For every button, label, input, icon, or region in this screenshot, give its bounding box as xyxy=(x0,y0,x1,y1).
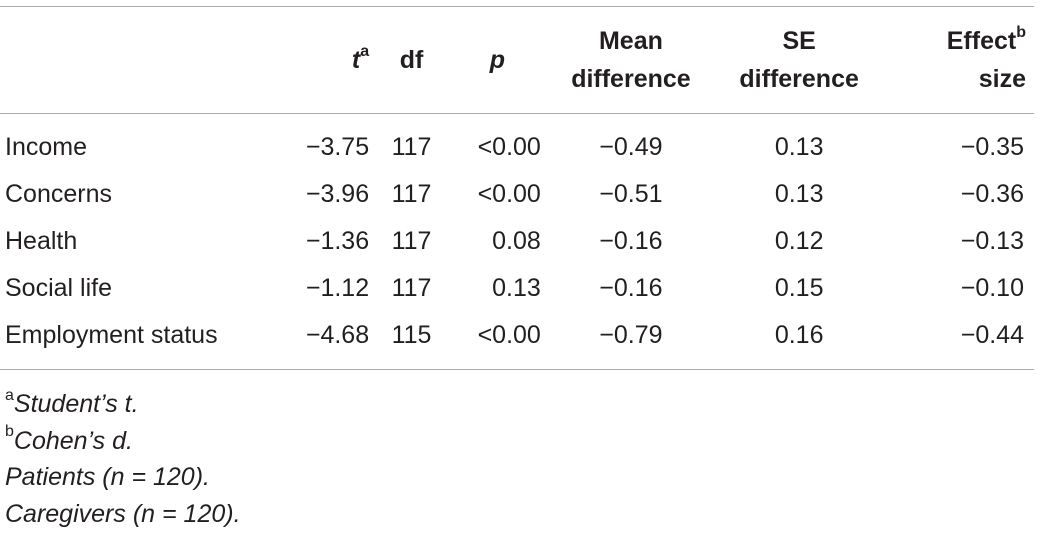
cell-variable: Income xyxy=(5,133,87,161)
cell-se-difference: 0.13 xyxy=(774,180,824,208)
header-mean-difference: Mean difference xyxy=(547,7,715,114)
header-effect-size-line1: Effect xyxy=(946,27,1017,55)
cell-effect-size: −0.44 xyxy=(960,321,1024,349)
cell-mean-difference: −0.79 xyxy=(599,321,663,349)
cell-t: −3.75 xyxy=(305,133,370,161)
table-row: Concerns −3.96 117 <0.00 −0.51 0.13 −0.3… xyxy=(0,171,1034,218)
header-se-difference-line2: difference xyxy=(739,65,859,93)
header-mean-difference-line2: difference xyxy=(571,65,691,93)
cell-effect-size: −0.35 xyxy=(960,133,1024,161)
cell-p: 0.13 xyxy=(492,274,541,302)
cell-t: −4.68 xyxy=(305,321,370,349)
cell-variable: Health xyxy=(5,227,78,255)
cell-effect-size: −0.36 xyxy=(960,180,1024,208)
footnote-text: Patients (n = 120). xyxy=(5,463,210,491)
cell-se-difference: 0.15 xyxy=(774,274,824,302)
footnote-text: Caregivers (n = 120). xyxy=(5,499,241,528)
cell-p: <0.00 xyxy=(477,180,541,208)
footnote: aStudent’s t. xyxy=(5,386,241,423)
cell-mean-difference: −0.49 xyxy=(599,133,663,161)
cell-variable: Social life xyxy=(5,274,112,302)
cell-p: <0.00 xyxy=(477,133,541,161)
table-header: ta df p Mean difference SE difference Effe… xyxy=(0,6,1034,114)
table-row: Income −3.75 117 <0.00 −0.49 0.13 −0.35 xyxy=(0,114,1034,172)
header-effect-size-line2: size xyxy=(978,65,1026,93)
cell-t: −1.12 xyxy=(305,274,370,302)
header-df: df xyxy=(399,46,424,74)
cell-effect-size: −0.10 xyxy=(960,274,1024,302)
footnote-text: Student’s t. xyxy=(13,390,139,418)
header-se-difference: SE difference xyxy=(715,7,883,114)
header-se-difference-line1: SE xyxy=(782,27,816,55)
cell-mean-difference: −0.51 xyxy=(599,180,663,208)
header-t-note: a xyxy=(360,42,370,60)
footnote: bCohen’s d. xyxy=(5,423,241,460)
header-row: ta df p Mean difference SE difference Effe… xyxy=(0,6,1034,114)
cell-variable: Employment status xyxy=(5,321,218,349)
footnote-mark: a xyxy=(5,386,14,404)
header-effect-size: Effectb size xyxy=(883,7,1034,114)
header-t-label: t xyxy=(351,46,361,74)
header-p: p xyxy=(448,7,547,114)
cell-se-difference: 0.16 xyxy=(774,321,824,349)
table-footnotes: aStudent’s t. bCohen’s d. Patients (n = … xyxy=(5,386,241,532)
header-t: ta xyxy=(261,7,375,114)
footnote: Caregivers (n = 120). xyxy=(5,496,241,533)
cell-mean-difference: −0.16 xyxy=(599,274,663,302)
cell-variable: Concerns xyxy=(5,180,112,208)
table-body: Income −3.75 117 <0.00 −0.49 0.13 −0.35 … xyxy=(0,114,1034,370)
cell-mean-difference: −0.16 xyxy=(599,227,663,255)
cell-df: 117 xyxy=(391,227,432,255)
footnote-mark: b xyxy=(5,423,14,441)
table-row: Health −1.36 117 0.08 −0.16 0.12 −0.13 xyxy=(0,218,1034,265)
header-variable xyxy=(0,7,261,114)
table-row: Social life −1.12 117 0.13 −0.16 0.15 −0… xyxy=(0,265,1034,312)
cell-se-difference: 0.12 xyxy=(774,227,824,255)
header-p-label: p xyxy=(489,46,505,74)
cell-p: 0.08 xyxy=(492,227,541,255)
cell-se-difference: 0.13 xyxy=(774,133,824,161)
footnote: Patients (n = 120). xyxy=(5,459,241,496)
cell-t: −3.96 xyxy=(305,180,370,208)
cell-df: 115 xyxy=(391,321,432,349)
cell-df: 117 xyxy=(391,133,432,161)
footnote-text: Cohen’s d. xyxy=(13,426,133,455)
cell-df: 117 xyxy=(391,274,432,302)
cell-effect-size: −0.13 xyxy=(960,227,1024,255)
header-effect-size-note: b xyxy=(1016,23,1026,41)
cell-df: 117 xyxy=(391,180,432,208)
cell-p: <0.00 xyxy=(477,321,541,349)
results-table: ta df p Mean difference SE difference Effe… xyxy=(0,6,1034,370)
table-row: Employment status −4.68 115 <0.00 −0.79 … xyxy=(0,312,1034,370)
cell-t: −1.36 xyxy=(305,227,370,255)
header-mean-difference-line1: Mean xyxy=(598,27,663,55)
